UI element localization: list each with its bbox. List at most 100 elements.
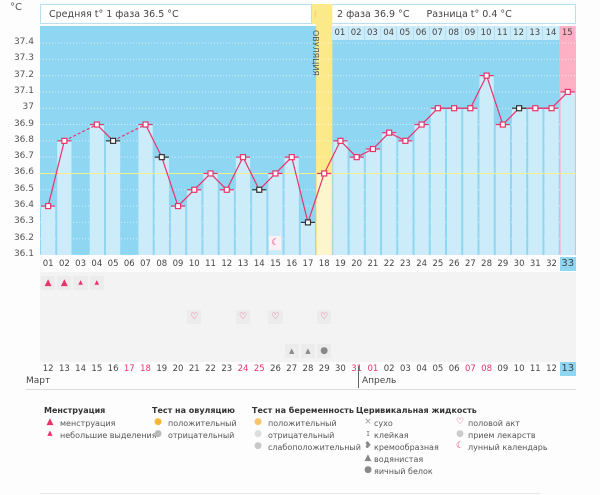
calendar-date[interactable]: 11 xyxy=(529,364,541,374)
calendar-date[interactable]: 29 xyxy=(318,364,330,374)
cycle-day-label[interactable]: 07 xyxy=(140,259,151,269)
cycle-day-label[interactable]: 13 xyxy=(237,259,249,269)
calendar-date[interactable]: 21 xyxy=(188,364,200,374)
calendar-date[interactable]: 22 xyxy=(205,364,216,374)
pregnancy-positive-icon: ● xyxy=(254,417,262,427)
temperature-point xyxy=(109,137,117,144)
legend-medication: прием лекарств xyxy=(468,431,536,440)
temperature-bar xyxy=(89,124,104,256)
cycle-day-label[interactable]: 23 xyxy=(399,259,411,269)
cycle-day-label[interactable]: 24 xyxy=(416,259,428,269)
calendar-date[interactable]: 30 xyxy=(335,364,346,374)
legend-creamy: кремообразная xyxy=(374,443,439,452)
cycle-day-label[interactable]: 26 xyxy=(448,259,460,269)
legend-pregnancy-weak: слабоположительный xyxy=(268,443,361,452)
cycle-day-label[interactable]: 27 xyxy=(464,259,476,269)
calendar-date[interactable]: 24 xyxy=(237,364,249,374)
calendar-date[interactable]: 10 xyxy=(513,364,525,374)
y-tick-label: 36.5 xyxy=(13,183,34,194)
cycle-day-label[interactable]: 12 xyxy=(221,259,233,269)
spotting-icon[interactable]: ▲ xyxy=(73,276,88,290)
calendar-date[interactable]: 12 xyxy=(546,364,557,374)
ovulation-label: ОВУЛЯЦИЯ xyxy=(311,30,320,76)
cycle-day-label[interactable]: 32 xyxy=(546,259,557,269)
cycle-day-label[interactable]: 16 xyxy=(286,259,298,269)
cycle-day-label[interactable]: 31 xyxy=(529,259,541,269)
calendar-date[interactable]: 28 xyxy=(302,364,314,374)
post-ovulation-day: 11 xyxy=(494,26,511,40)
spotting-icon: ▲ xyxy=(47,429,53,437)
intercourse-icon[interactable]: ♡ xyxy=(268,310,283,324)
cycle-day-label[interactable]: 20 xyxy=(351,259,363,269)
calendar-date[interactable]: 25 xyxy=(253,364,265,374)
temperature-bar xyxy=(252,189,267,255)
cycle-day-label[interactable]: 05 xyxy=(107,259,119,269)
calendar-date[interactable]: 08 xyxy=(481,364,492,374)
calendar-date[interactable]: 27 xyxy=(286,364,298,374)
calendar-date[interactable]: 02 xyxy=(383,364,395,374)
calendar-date[interactable]: 13 xyxy=(559,362,576,376)
calendar-date[interactable]: 14 xyxy=(75,364,86,374)
moon-icon[interactable]: ☾ xyxy=(269,236,282,250)
calendar-date[interactable]: 26 xyxy=(270,364,281,374)
menstruation-icon[interactable]: ▲ xyxy=(57,276,72,290)
calendar-date[interactable]: 01 xyxy=(367,364,379,374)
calendar-date[interactable]: 19 xyxy=(156,364,168,374)
cycle-day-label[interactable]: 03 xyxy=(75,259,86,269)
temperature-bar xyxy=(219,189,234,255)
cycle-day-label[interactable]: 28 xyxy=(481,259,492,269)
calendar-date[interactable]: 05 xyxy=(432,364,444,374)
cycle-day-label[interactable]: 33 xyxy=(559,257,576,271)
cycle-day-label[interactable]: 29 xyxy=(497,259,509,269)
cycle-day-label[interactable]: 18 xyxy=(318,259,330,269)
cycle-day-label[interactable]: 21 xyxy=(367,259,379,269)
calendar-date[interactable]: 20 xyxy=(172,364,184,374)
cycle-day-label[interactable]: 10 xyxy=(188,259,200,269)
calendar-date[interactable]: 06 xyxy=(448,364,460,374)
cycle-day-label[interactable]: 04 xyxy=(91,259,103,269)
cycle-day-label[interactable]: 08 xyxy=(156,259,168,269)
calendar-date[interactable]: 04 xyxy=(416,364,428,374)
bottom-border xyxy=(40,493,540,494)
cycle-day-label[interactable]: 30 xyxy=(513,259,525,269)
egg-white-icon[interactable]: ● xyxy=(317,344,332,358)
cycle-day-label[interactable]: 19 xyxy=(335,259,346,269)
calendar-date[interactable]: 31 xyxy=(351,364,363,374)
menstruation-icon[interactable]: ▲ xyxy=(41,276,56,290)
intercourse-icon[interactable]: ♡ xyxy=(235,310,251,324)
calendar-date[interactable]: 23 xyxy=(221,364,233,374)
temperature-point xyxy=(418,121,425,128)
cycle-day-label[interactable]: 17 xyxy=(302,259,314,269)
spotting-icon[interactable]: ▲ xyxy=(89,276,104,290)
y-tick-label: 36.8 xyxy=(13,134,34,145)
calendar-date[interactable]: 13 xyxy=(58,364,70,374)
calendar-date[interactable]: 18 xyxy=(140,364,151,374)
calendar-date[interactable]: 12 xyxy=(42,364,54,374)
calendar-date[interactable]: 17 xyxy=(123,364,135,374)
temperature-segment xyxy=(64,124,98,142)
legend-pregnancy-title: Тест на беременность xyxy=(252,406,354,415)
temperature-point xyxy=(288,154,295,161)
calendar-date[interactable]: 07 xyxy=(464,364,476,374)
intercourse-icon[interactable]: ♡ xyxy=(317,310,332,324)
calendar-date[interactable]: 03 xyxy=(399,364,411,374)
cycle-day-label[interactable]: 14 xyxy=(253,259,265,269)
cycle-day-label[interactable]: 01 xyxy=(42,259,54,269)
temperature-bar xyxy=(41,206,56,255)
calendar-date[interactable]: 16 xyxy=(107,364,119,374)
cycle-day-label[interactable]: 06 xyxy=(123,259,135,269)
cycle-day-label[interactable]: 02 xyxy=(58,259,70,269)
cycle-day-label[interactable]: 22 xyxy=(383,259,395,269)
temperature-point xyxy=(239,154,247,161)
intercourse-icon[interactable]: ♡ xyxy=(187,310,202,324)
watery-icon[interactable]: ▲ xyxy=(284,344,299,358)
cycle-day-label[interactable]: 11 xyxy=(205,259,216,269)
legend-menstruation: менструация xyxy=(60,419,116,428)
y-tick-label: 37.2 xyxy=(13,69,34,80)
cycle-day-label[interactable]: 15 xyxy=(270,259,281,269)
watery-icon[interactable]: ▲ xyxy=(300,344,316,358)
calendar-date[interactable]: 09 xyxy=(497,364,509,374)
cycle-day-label[interactable]: 09 xyxy=(172,259,184,269)
cycle-day-label[interactable]: 25 xyxy=(432,259,444,269)
calendar-date[interactable]: 15 xyxy=(91,364,103,374)
